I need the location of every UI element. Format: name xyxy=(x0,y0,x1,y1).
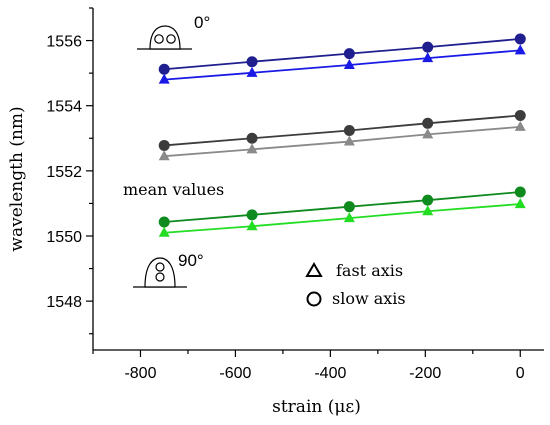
data-point-triangle xyxy=(343,135,355,146)
data-point-triangle xyxy=(422,52,434,63)
x-tick-label: -400 xyxy=(314,365,346,382)
data-point-triangle xyxy=(514,120,526,131)
data-point-circle xyxy=(343,201,355,213)
fiber-cross-section-90deg-icon xyxy=(133,257,187,288)
legend-label-fast-axis: fast axis xyxy=(336,261,403,280)
data-point-triangle xyxy=(422,128,434,139)
data-point-circle xyxy=(246,132,258,144)
data-point-circle xyxy=(422,41,434,53)
y-tick-label: 1550 xyxy=(46,229,82,246)
legend-label-slow-axis: slow axis xyxy=(332,289,406,308)
y-tick-label: 1548 xyxy=(46,294,82,311)
x-tick-label: -200 xyxy=(409,365,441,382)
series-0 xyxy=(158,33,526,75)
series-4 xyxy=(158,186,526,228)
data-point-triangle xyxy=(514,198,526,209)
data-point-circle xyxy=(343,48,355,60)
x-tick-label: 0 xyxy=(516,365,525,382)
x-axis-title: strain (με) xyxy=(272,397,361,417)
y-tick-label: 1556 xyxy=(46,34,82,51)
data-point-circle xyxy=(422,117,434,129)
series-5 xyxy=(158,198,526,237)
angle-0-label: 0° xyxy=(194,13,210,32)
data-point-triangle xyxy=(246,220,258,231)
angle-90-label: 90° xyxy=(178,251,204,270)
legend: fast axis slow axis xyxy=(305,261,406,308)
data-point-circle xyxy=(158,63,170,75)
series-3 xyxy=(158,120,526,161)
data-point-circle xyxy=(343,124,355,136)
fiber-cross-section-0deg-icon xyxy=(137,25,192,50)
data-point-triangle xyxy=(158,226,170,237)
data-point-triangle xyxy=(158,73,170,84)
data-point-triangle xyxy=(343,59,355,69)
series-layer xyxy=(158,33,526,237)
legend-circle-marker xyxy=(306,291,322,307)
mean-values-label: mean values xyxy=(123,180,224,199)
data-point-circle xyxy=(514,109,526,121)
data-point-triangle xyxy=(343,212,355,223)
x-tick-label: -800 xyxy=(124,365,156,382)
data-point-circle xyxy=(246,56,258,68)
data-point-circle xyxy=(514,186,526,198)
data-point-circle xyxy=(158,139,170,151)
data-point-triangle xyxy=(422,205,434,216)
legend-triangle-marker xyxy=(305,262,323,277)
data-point-triangle xyxy=(158,150,170,161)
data-point-circle xyxy=(158,216,170,228)
axes: -800 -600 -400 -200 0 1548 1550 1552 1554 1556 str… xyxy=(7,7,544,417)
data-point-circle xyxy=(422,194,434,206)
y-tick-label: 1552 xyxy=(46,164,82,181)
x-tick-label: -600 xyxy=(219,365,251,382)
data-point-triangle xyxy=(246,66,258,77)
data-point-triangle xyxy=(514,44,526,55)
data-point-triangle xyxy=(246,143,258,154)
y-tick-label: 1554 xyxy=(46,99,82,116)
data-point-circle xyxy=(514,33,526,45)
y-axis-title: wavelength (nm) xyxy=(7,106,27,251)
data-point-circle xyxy=(246,209,258,221)
series-1 xyxy=(158,44,526,84)
series-2 xyxy=(158,109,526,151)
